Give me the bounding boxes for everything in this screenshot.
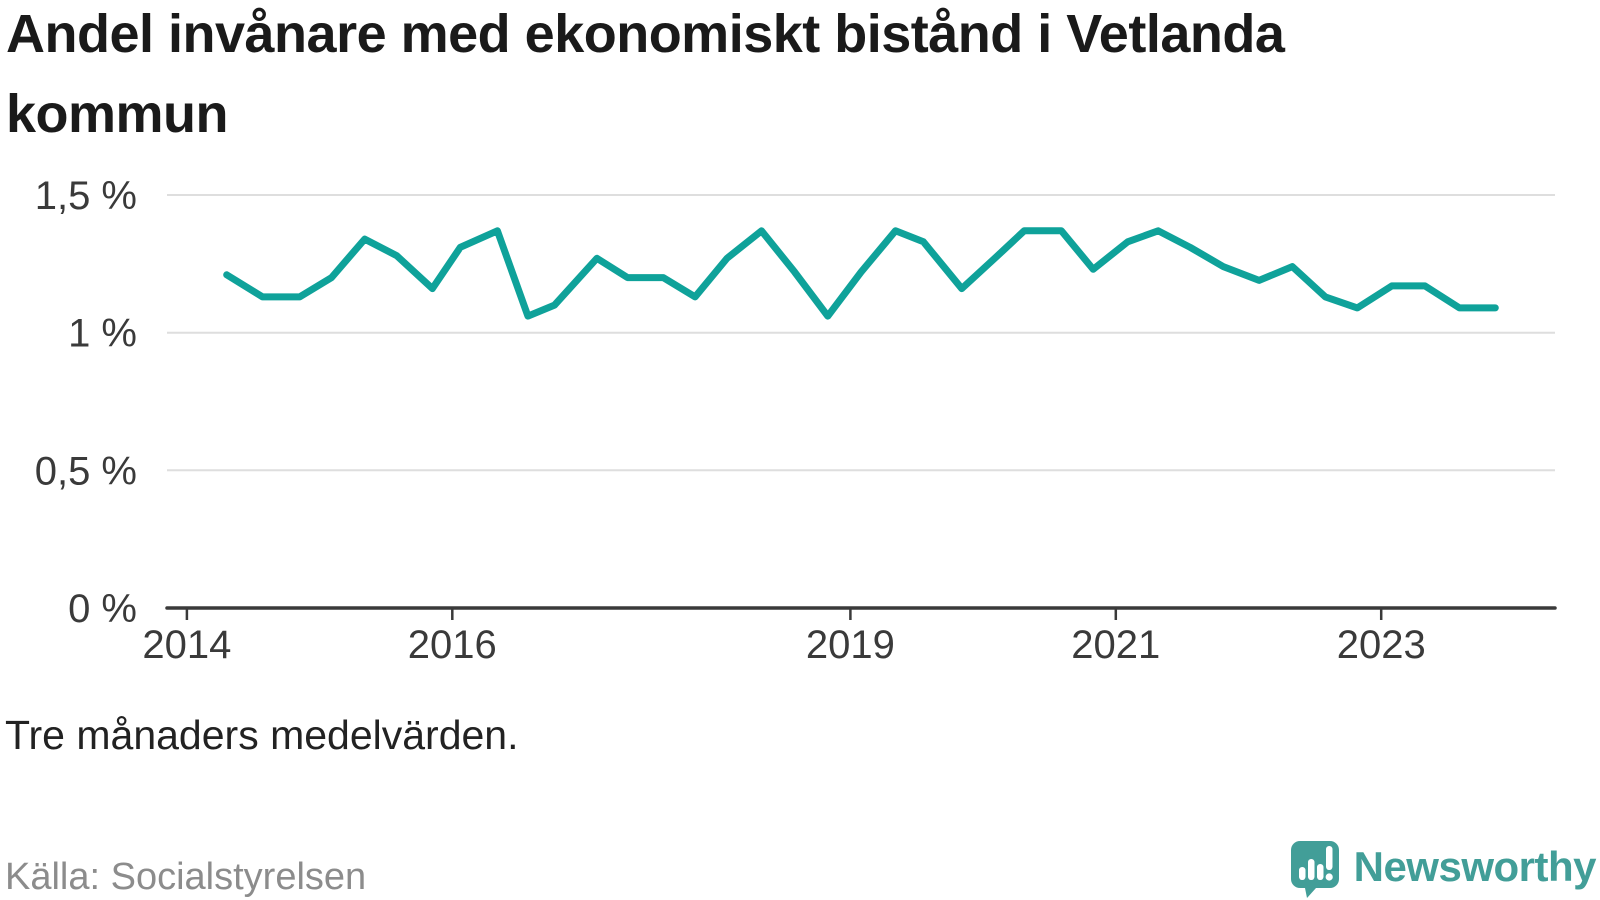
newsworthy-bubble-chart-icon bbox=[1290, 841, 1339, 898]
x-tick-label: 2019 bbox=[806, 623, 895, 667]
y-tick-label: 0,5 % bbox=[35, 449, 137, 493]
x-tick-label: 2014 bbox=[142, 623, 231, 667]
y-tick-label: 1,5 % bbox=[35, 174, 137, 218]
data-line-Andel invånare med ekonomiskt bistånd i Vetlanda kommun bbox=[223, 227, 1499, 320]
y-tick-label: 0 % bbox=[68, 587, 137, 631]
source-caption: Källa: Socialstyrelsen bbox=[5, 856, 367, 898]
x-tick-label: 2021 bbox=[1071, 623, 1160, 667]
newsworthy-wordmark: Newsworthy bbox=[1353, 843, 1597, 890]
x-tick-label: 2016 bbox=[408, 623, 497, 667]
x-tick-label: 2023 bbox=[1337, 623, 1426, 667]
chart-title: Andel invånare med ekonomiskt bistånd i … bbox=[6, 4, 1285, 144]
chart-note: Tre månaders medelvärden. bbox=[5, 712, 519, 758]
y-tick-label: 1 % bbox=[68, 312, 137, 356]
newsworthy-logo: Newsworthy bbox=[1290, 836, 1597, 898]
